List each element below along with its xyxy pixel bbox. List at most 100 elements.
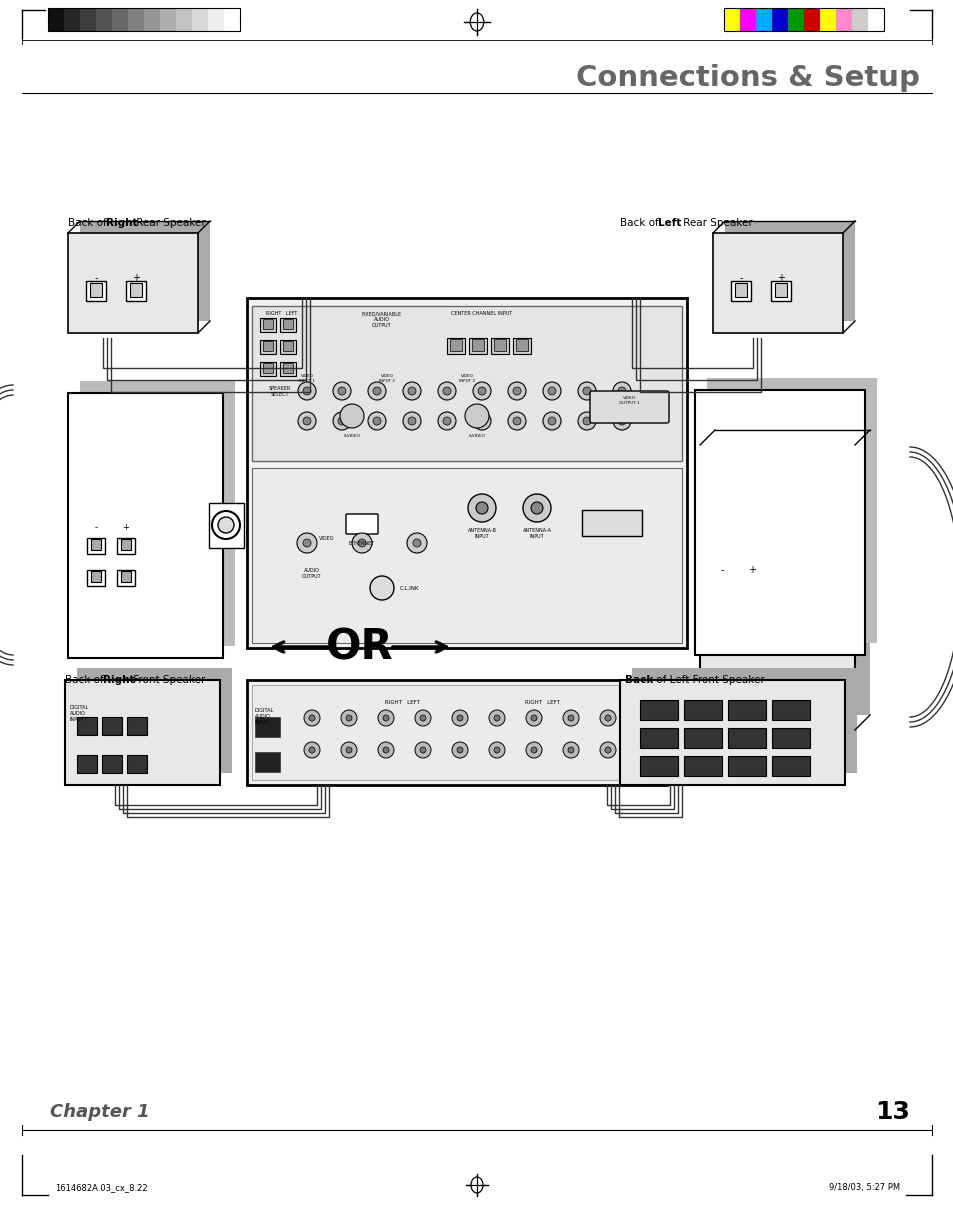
Circle shape <box>578 412 596 430</box>
Circle shape <box>507 382 525 400</box>
Bar <box>631 669 856 773</box>
Circle shape <box>303 417 311 426</box>
Bar <box>770 280 790 301</box>
Bar <box>727 756 765 776</box>
Circle shape <box>489 742 504 758</box>
Text: DIGITAL
AUDIO
INPUT: DIGITAL AUDIO INPUT <box>254 708 274 724</box>
Bar <box>706 378 876 643</box>
Circle shape <box>464 404 489 428</box>
Circle shape <box>494 747 499 753</box>
Text: +: + <box>122 523 130 532</box>
Bar <box>723 8 740 31</box>
Circle shape <box>212 511 240 539</box>
Ellipse shape <box>471 1178 482 1193</box>
Circle shape <box>567 715 574 721</box>
Bar <box>683 756 721 776</box>
Bar <box>252 306 681 461</box>
Circle shape <box>582 417 590 426</box>
Bar <box>280 318 295 332</box>
Circle shape <box>415 742 431 758</box>
Bar <box>127 717 147 735</box>
Bar <box>175 8 192 31</box>
Text: Right: Right <box>103 675 134 686</box>
Circle shape <box>578 382 596 400</box>
Circle shape <box>513 387 520 395</box>
Circle shape <box>542 412 560 430</box>
Bar <box>208 8 224 31</box>
Circle shape <box>525 710 541 725</box>
Circle shape <box>373 417 380 426</box>
Circle shape <box>494 715 499 721</box>
Bar <box>712 575 730 592</box>
Circle shape <box>297 412 315 430</box>
Circle shape <box>382 715 389 721</box>
Circle shape <box>437 412 456 430</box>
Bar <box>247 297 686 648</box>
Bar <box>712 233 842 332</box>
Bar <box>117 569 135 586</box>
Bar <box>695 391 864 655</box>
Bar <box>87 569 105 586</box>
Bar <box>280 340 295 354</box>
Circle shape <box>382 747 389 753</box>
Circle shape <box>473 412 491 430</box>
Circle shape <box>413 539 420 546</box>
Text: ANTENNA-A
INPUT: ANTENNA-A INPUT <box>522 528 551 539</box>
Bar <box>619 679 844 785</box>
Circle shape <box>407 533 427 553</box>
Circle shape <box>513 417 520 426</box>
Text: AUDIO
OUTPUT: AUDIO OUTPUT <box>302 568 321 579</box>
Bar <box>77 669 232 773</box>
Circle shape <box>613 382 630 400</box>
Bar <box>867 8 883 31</box>
Bar <box>263 319 273 329</box>
Bar <box>683 728 721 748</box>
Bar <box>260 318 275 332</box>
Circle shape <box>531 747 537 753</box>
Text: 13: 13 <box>471 1182 482 1192</box>
Bar <box>851 8 867 31</box>
Bar <box>723 8 883 31</box>
Bar <box>714 430 869 715</box>
Circle shape <box>346 715 352 721</box>
Bar <box>160 8 175 31</box>
Circle shape <box>303 387 311 395</box>
Text: ANTENNA-B
INPUT: ANTENNA-B INPUT <box>467 528 496 539</box>
Bar <box>727 728 765 748</box>
Bar <box>835 8 851 31</box>
Bar <box>86 280 106 301</box>
Circle shape <box>402 412 420 430</box>
Text: VIDEO
OUTPUT 1: VIDEO OUTPUT 1 <box>618 397 639 405</box>
Circle shape <box>303 539 311 546</box>
Text: RIGHT   LEFT: RIGHT LEFT <box>524 700 558 705</box>
Circle shape <box>562 710 578 725</box>
Bar <box>283 341 293 351</box>
Circle shape <box>373 387 380 395</box>
Bar <box>639 756 678 776</box>
Text: FIXED/VARIABLE
AUDIO
OUTPUT: FIXED/VARIABLE AUDIO OUTPUT <box>361 311 401 328</box>
Bar <box>730 280 750 301</box>
Bar <box>209 503 244 548</box>
Circle shape <box>377 710 394 725</box>
Circle shape <box>337 387 346 395</box>
Bar <box>746 577 757 589</box>
Bar <box>77 754 97 773</box>
Text: 1614682A.03_cx_8.22: 1614682A.03_cx_8.22 <box>55 1182 148 1192</box>
Circle shape <box>599 742 616 758</box>
Bar <box>450 339 461 351</box>
Circle shape <box>525 742 541 758</box>
Bar <box>68 233 198 332</box>
Text: VIDEO
INPUT 3: VIDEO INPUT 3 <box>458 374 475 382</box>
Bar <box>263 341 273 351</box>
Bar <box>491 339 509 354</box>
Text: of Left Front Speaker: of Left Front Speaker <box>652 675 764 686</box>
Circle shape <box>468 494 496 522</box>
Bar <box>247 679 666 785</box>
Bar <box>639 700 678 721</box>
Bar <box>774 283 786 297</box>
Bar <box>130 283 142 297</box>
Bar <box>77 717 97 735</box>
Bar <box>581 510 641 536</box>
Text: -: - <box>720 565 723 575</box>
Text: SPEAKER
SELECT: SPEAKER SELECT <box>269 386 291 397</box>
